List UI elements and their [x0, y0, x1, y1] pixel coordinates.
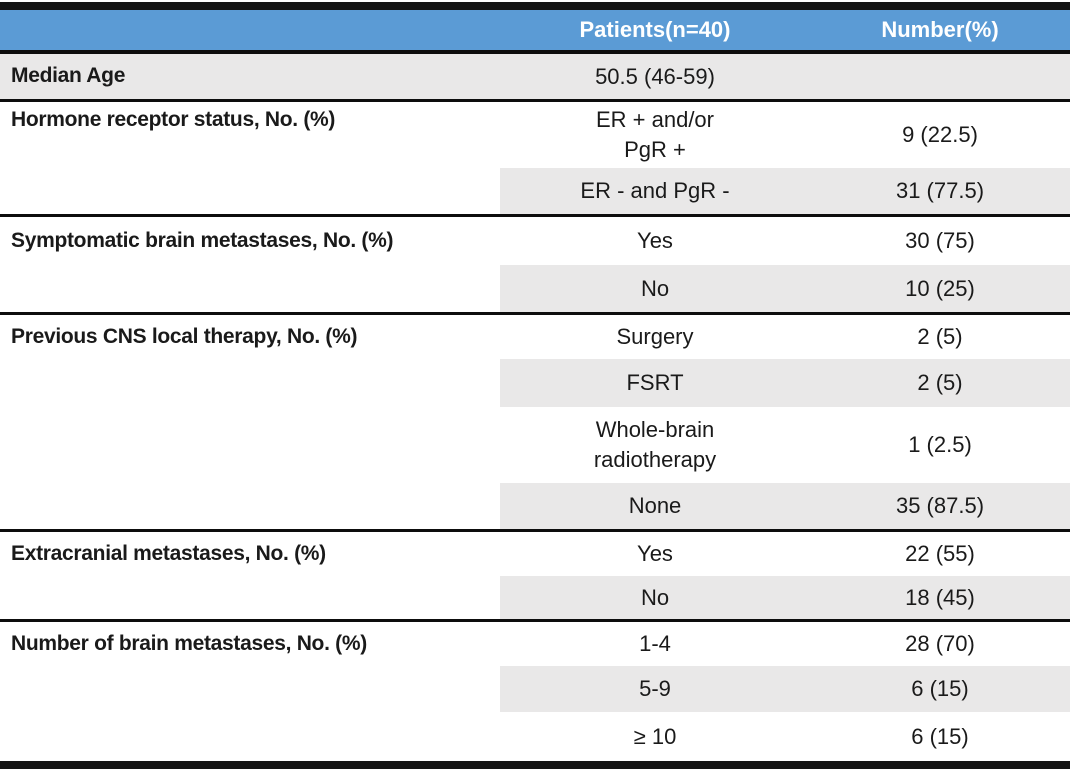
subcategory-cell: ≥ 10 — [633, 723, 677, 749]
table-row: Surgery 2 (5) — [500, 315, 1070, 359]
subcategory-cell: 50.5 (46-59) — [595, 63, 715, 89]
table-row: FSRT 2 (5) — [500, 359, 1070, 407]
section-rule — [0, 619, 1070, 622]
table-header-row: Patients(n=40) Number(%) — [0, 10, 1070, 50]
bottom-rule — [0, 761, 1070, 769]
subcategory-cell: FSRT — [626, 370, 684, 395]
table-row: ≥ 10 6 (15) — [500, 712, 1070, 761]
subcategory-cell: No — [640, 275, 670, 301]
row-label: Extracranial metastases, No. (%) — [11, 542, 326, 565]
subcategory-cell: 1-4 — [639, 631, 671, 656]
row-label: Median Age — [11, 64, 126, 87]
section-symptomatic-brain-metastases: Symptomatic brain metastases, No. (%) Ye… — [0, 217, 1070, 312]
header-patients-cell: Patients(n=40) — [579, 17, 731, 42]
table-row: ER - and PgR - 31 (77.5) — [500, 168, 1070, 214]
row-label: Symptomatic brain metastases, No. (%) — [11, 229, 394, 252]
subcategory-cell: None — [628, 493, 682, 518]
subcategory-cell: ER - and PgR - — [580, 178, 730, 203]
subcategory-cell: Yes — [637, 228, 673, 253]
value-cell: 30 (75) — [905, 228, 975, 253]
value-cell: 2 (5) — [917, 324, 963, 349]
subcategory-cell: 5-9 — [639, 676, 671, 701]
value-cell — [810, 54, 1070, 99]
section-median-age: Median Age 50.5 (46-59) — [0, 54, 1070, 99]
value-cell: 6 (15) — [911, 676, 969, 701]
row-label: Previous CNS local therapy, No. (%) — [11, 325, 358, 348]
patient-characteristics-table: Patients(n=40) Number(%) Median Age 50.5… — [0, 2, 1070, 769]
table-row: Yes 30 (75) — [500, 217, 1070, 265]
value-cell: 18 (45) — [905, 584, 975, 610]
table-row: None 35 (87.5) — [500, 483, 1070, 529]
section-rule — [0, 312, 1070, 315]
header-rule — [0, 50, 1070, 54]
section-rule — [0, 99, 1070, 102]
table-row: ER + and/or PgR + 9 (22.5) — [500, 102, 1070, 168]
section-extracranial-metastases: Extracranial metastases, No. (%) Yes 22 … — [0, 532, 1070, 619]
header-number-cell: Number(%) — [881, 17, 999, 42]
section-rule — [0, 214, 1070, 217]
section-hormone-receptor-status: Hormone receptor status, No. (%) ER + an… — [0, 102, 1070, 214]
value-cell: 9 (22.5) — [902, 122, 978, 147]
table-row: 5-9 6 (15) — [500, 666, 1070, 712]
value-cell: 6 (15) — [911, 723, 969, 749]
value-cell: 2 (5) — [917, 370, 963, 395]
row-label: Number of brain metastases, No. (%) — [11, 632, 367, 655]
value-cell: 1 (2.5) — [908, 432, 972, 457]
top-rule — [0, 2, 1070, 10]
subcategory-cell: Yes — [637, 541, 673, 566]
table-row: 1-4 28 (70) — [500, 622, 1070, 666]
section-previous-cns-local-therapy: Previous CNS local therapy, No. (%) Surg… — [0, 315, 1070, 529]
table-row: No 10 (25) — [500, 265, 1070, 312]
subcategory-cell: ER + and/or PgR + — [595, 107, 714, 162]
table-row: Yes 22 (55) — [500, 532, 1070, 576]
subcategory-cell: Surgery — [616, 324, 694, 349]
table-row: Whole-brain radiotherapy 1 (2.5) — [500, 407, 1070, 483]
value-cell: 28 (70) — [905, 631, 975, 656]
value-cell: 35 (87.5) — [895, 493, 985, 518]
section-number-of-brain-metastases: Number of brain metastases, No. (%) 1-4 … — [0, 622, 1070, 761]
section-rule — [0, 529, 1070, 532]
value-cell: 22 (55) — [905, 541, 975, 566]
subcategory-cell: Whole-brain radiotherapy — [593, 417, 717, 472]
value-cell: 10 (25) — [905, 275, 975, 301]
subcategory-cell: No — [640, 584, 670, 610]
value-cell: 31 (77.5) — [895, 178, 985, 203]
table-row: No 18 (45) — [500, 576, 1070, 619]
row-label: Hormone receptor status, No. (%) — [11, 108, 336, 131]
header-empty-cell — [0, 10, 500, 50]
table-row: 50.5 (46-59) — [500, 54, 1070, 99]
